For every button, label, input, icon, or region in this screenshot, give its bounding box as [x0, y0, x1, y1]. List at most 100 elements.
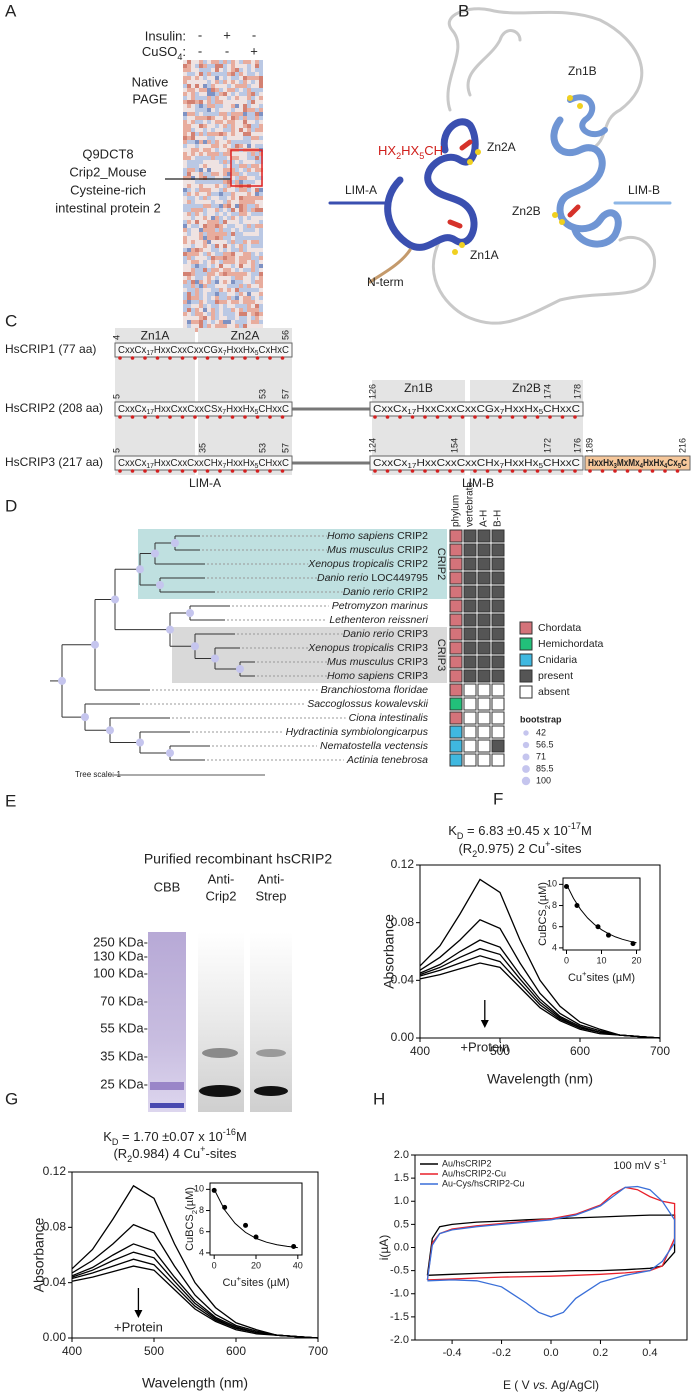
- gel-pixel: [223, 80, 227, 84]
- gel-pixel: [231, 296, 235, 300]
- cys-dot: [205, 469, 210, 473]
- gel-pixel: [243, 140, 247, 144]
- gel-pixel: [195, 112, 199, 116]
- gel-pixel: [219, 188, 223, 192]
- gel-pixel: [247, 128, 251, 132]
- gel-pixel: [219, 80, 223, 84]
- gel-pixel: [183, 240, 187, 244]
- gel-pixel: [239, 272, 243, 276]
- gel-pixel: [215, 220, 219, 224]
- x-tick-label: 700: [650, 1044, 670, 1058]
- y-tick-label: 0.08: [43, 1220, 67, 1234]
- gel-pixel: [235, 144, 239, 148]
- ribbon: [550, 116, 622, 248]
- gel-pixel: [247, 60, 251, 64]
- gel-pixel: [243, 124, 247, 128]
- blot-band: [254, 1086, 288, 1096]
- gel-pixel: [239, 248, 243, 252]
- gel-pixel: [255, 312, 259, 316]
- bootstrap-label: 71: [536, 751, 546, 761]
- gel-pixel: [183, 236, 187, 240]
- gel-pixel: [187, 100, 191, 104]
- gel-pixel: [199, 152, 203, 156]
- gel-pixel: [247, 192, 251, 196]
- gel-pixel: [187, 88, 191, 92]
- gel-pixel: [243, 80, 247, 84]
- gel-pixel: [235, 296, 239, 300]
- text-run: :: [182, 44, 186, 59]
- sequence: CxxCx 17HxxCxxCxxCGx 7HxxHx 5CHxxC: [373, 404, 580, 417]
- cys-dot: [535, 469, 540, 473]
- lane-sign: +: [223, 27, 231, 42]
- text-run: D: [457, 831, 464, 841]
- gel-pixel: [235, 188, 239, 192]
- panel-letter: B: [458, 1, 469, 20]
- gel-pixel: [223, 180, 227, 184]
- gel-pixel: [239, 308, 243, 312]
- gel-pixel: [215, 172, 219, 176]
- cell-presence: [463, 725, 477, 739]
- gel-pixel: [215, 100, 219, 104]
- cys-dot: [373, 469, 377, 473]
- gel-pixel: [247, 68, 251, 72]
- gel-pixel: [215, 292, 219, 296]
- gel-pixel: [219, 60, 223, 64]
- gel-pixel: [187, 304, 191, 308]
- residue-number: 57: [280, 443, 290, 453]
- gel-pixel: [211, 204, 215, 208]
- species: Xenopus tropicalis: [307, 558, 395, 570]
- gel-pixel: [183, 256, 187, 260]
- cys-dot: [535, 415, 540, 419]
- gel-pixel: [211, 152, 215, 156]
- gel-pixel: [231, 88, 235, 92]
- gel-pixel: [183, 96, 187, 100]
- gel-pixel: [223, 64, 227, 68]
- gel-pixel: [195, 300, 199, 304]
- lane-label: Anti-: [208, 871, 235, 886]
- gel-pixel: [235, 292, 239, 296]
- cys-dot: [118, 469, 122, 473]
- gel-pixel: [227, 168, 231, 172]
- cell-presence: [491, 613, 505, 627]
- gel-pixel: [239, 220, 243, 224]
- gel-pixel: [183, 312, 187, 316]
- gel-pixel: [223, 260, 227, 264]
- row-label: Insulin:: [145, 28, 186, 43]
- gel-pixel: [243, 116, 247, 120]
- node-support: [186, 609, 194, 617]
- gel-pixel: [199, 324, 203, 328]
- gel-pixel: [195, 192, 199, 196]
- gel-pixel: [239, 116, 243, 120]
- gel-pixel: [195, 64, 199, 68]
- data-line: [426, 1186, 676, 1281]
- sequence-run: 5: [538, 463, 543, 470]
- gel-pixel: [243, 252, 247, 256]
- gel-pixel: [227, 312, 231, 316]
- cys-dot: [510, 415, 515, 419]
- species: Lethenteron reissneri: [329, 614, 428, 626]
- gel-pixel: [231, 112, 235, 116]
- gel-pixel: [211, 144, 215, 148]
- residue-number: 172: [542, 438, 552, 453]
- gel-pixel: [215, 60, 219, 64]
- cys-dot: [255, 469, 260, 473]
- gel-pixel: [223, 128, 227, 132]
- gel-pixel: [227, 72, 231, 76]
- gel-pixel: [207, 192, 211, 196]
- structure-label: Zn1A: [470, 248, 499, 262]
- y-tick-label: 8: [552, 900, 557, 910]
- gel-pixel: [183, 304, 187, 308]
- gel-pixel: [231, 196, 235, 200]
- gel-pixel: [227, 320, 231, 324]
- gel-pixel: [195, 160, 199, 164]
- gel-pixel: [223, 132, 227, 136]
- gel-pixel: [247, 300, 251, 304]
- callout-text: Cysteine-rich: [70, 182, 146, 197]
- node-support: [151, 549, 159, 558]
- gel-pixel: [191, 224, 195, 228]
- gel-pixel: [211, 88, 215, 92]
- gel-pixel: [199, 96, 203, 100]
- gel-pixel: [187, 68, 191, 72]
- gel-pixel: [239, 80, 243, 84]
- gel-pixel: [211, 60, 215, 64]
